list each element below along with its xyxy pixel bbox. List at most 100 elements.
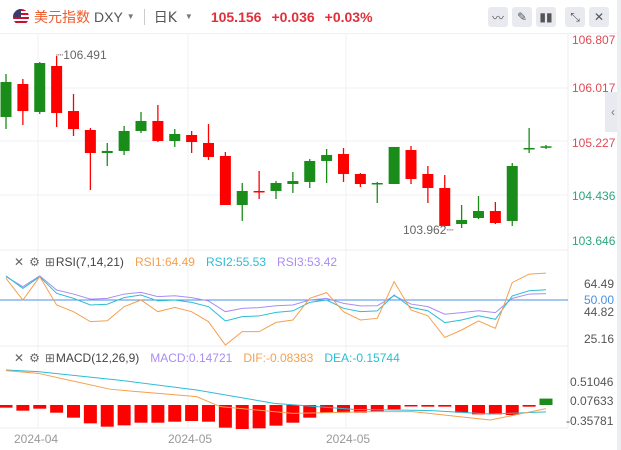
rsi2-value: RSI2:55.53 xyxy=(205,255,267,269)
rsi-title: RSI(7,14,21) xyxy=(55,255,124,269)
macd-histogram-bar xyxy=(269,405,283,426)
macd-histogram-bar xyxy=(404,405,418,407)
macd-histogram-bar xyxy=(472,405,485,415)
macd-histogram-bar xyxy=(134,405,148,423)
macd-histogram-bar xyxy=(0,405,13,408)
price-change: +0.036 xyxy=(271,8,315,25)
divider xyxy=(143,8,145,25)
macd-histogram-bar xyxy=(522,405,536,407)
settings-icon[interactable]: ⚙ xyxy=(29,351,40,365)
collapse-button[interactable]: ⤡ xyxy=(565,7,585,27)
candle-body xyxy=(422,173,434,188)
price-label-0: 106.807 xyxy=(572,33,616,47)
candle-body xyxy=(219,155,231,205)
macd-histogram-bar xyxy=(117,405,131,426)
dea-line xyxy=(5,369,547,415)
symbol-dropdown-icon[interactable]: ▼ xyxy=(126,12,135,21)
x-label-1: 2024-05 xyxy=(168,432,213,446)
last-price: 105.156 xyxy=(210,8,262,25)
macd-histogram-bar xyxy=(387,405,401,410)
candle-body xyxy=(236,190,248,205)
candle-body xyxy=(169,133,181,142)
candle-body xyxy=(338,154,349,174)
macd-histogram-bar xyxy=(320,405,334,413)
x-label-0: 2024-04 xyxy=(14,432,59,446)
macd-histogram-bar xyxy=(370,405,384,412)
rsi-label-0: 64.49 xyxy=(584,277,615,291)
candle-body xyxy=(186,134,198,143)
macd-histogram-bar xyxy=(455,405,469,413)
candle-body xyxy=(101,150,113,153)
candle-body xyxy=(203,142,214,157)
macd-label-2: -0.35781 xyxy=(566,414,614,428)
period-dropdown-icon[interactable]: ▼ xyxy=(184,12,193,21)
candle-body xyxy=(473,211,484,218)
macd-histogram-bar xyxy=(202,405,215,422)
macd-histogram-bar xyxy=(303,405,317,418)
candle-body xyxy=(439,187,451,226)
candle-body xyxy=(270,182,282,191)
macd-histogram-bar xyxy=(100,405,114,427)
indicator-icon: 〰 xyxy=(491,10,504,25)
macd-histogram-bar xyxy=(252,405,266,429)
candle-type-button[interactable]: ▮▮ xyxy=(536,7,556,27)
candle-body xyxy=(540,146,552,148)
close-icon: ✕ xyxy=(593,10,605,24)
collapse-icon: ⤡ xyxy=(570,9,580,24)
dif-value: DIF:-0.08383 xyxy=(243,351,314,365)
candle-body xyxy=(135,120,147,131)
macd-histogram-bar xyxy=(16,405,30,411)
candle-body xyxy=(84,129,96,153)
candle-body xyxy=(304,160,316,182)
rsi-label-1: 50.00 xyxy=(584,293,615,307)
us-flag-icon xyxy=(13,8,29,25)
price-label-2: 105.227 xyxy=(572,136,616,150)
close-indicator-icon[interactable]: ✕ xyxy=(14,351,25,365)
macd-histogram-bar xyxy=(185,405,199,421)
rsi3-value: RSI3:53.42 xyxy=(277,255,338,269)
draw-button[interactable]: ✎ xyxy=(512,7,532,27)
macd-histogram-bar xyxy=(83,405,97,424)
rsi-legend: ✕ ⚙ ⊞ RSI(7,14,21) RSI1:64.49 RSI2:55.53… xyxy=(14,255,337,269)
instrument-symbol[interactable]: DXY xyxy=(94,8,123,25)
candle-body xyxy=(489,211,501,223)
indicator-button[interactable]: 〰 xyxy=(488,7,508,27)
rsi2-line xyxy=(5,275,547,324)
macd-histogram-bar xyxy=(151,405,165,423)
macd-value: MACD:0.14721 xyxy=(150,351,233,365)
candle-body xyxy=(51,65,63,113)
expand-icon[interactable]: ⊞ xyxy=(44,351,55,365)
macd-histogram-bar xyxy=(50,405,64,413)
close-button[interactable]: ✕ xyxy=(589,7,609,27)
high-annotation: ┈106.491 xyxy=(56,48,107,62)
macd-histogram-bar xyxy=(218,405,232,428)
period-selector[interactable]: 日K xyxy=(153,9,177,26)
candle-body xyxy=(354,173,366,184)
close-indicator-icon[interactable]: ✕ xyxy=(14,255,25,269)
candle-body xyxy=(253,190,265,193)
candle-body xyxy=(388,146,400,184)
macd-histogram-bar xyxy=(488,405,502,415)
high-value: 106.491 xyxy=(63,48,107,62)
chevron-left-icon: ‹ xyxy=(611,105,615,119)
candle-body xyxy=(523,147,535,150)
expand-icon[interactable]: ⊞ xyxy=(44,255,55,269)
macd-histogram-bar xyxy=(421,405,435,407)
macd-histogram-bar xyxy=(438,405,452,407)
instrument-name[interactable]: 美元指数 xyxy=(34,9,90,26)
price-label-1: 106.017 xyxy=(572,81,616,95)
macd-histogram-bar xyxy=(235,405,249,430)
candle-body xyxy=(506,165,518,221)
candle-body xyxy=(17,84,29,112)
price-label-4: 103.646 xyxy=(572,234,616,248)
price-change-pct: +0.03% xyxy=(324,8,373,25)
macd-histogram-bar xyxy=(33,405,47,409)
macd-histogram-bar xyxy=(67,405,80,418)
candle-body xyxy=(405,150,417,179)
candle-body xyxy=(321,155,333,161)
macd-histogram-bar xyxy=(168,405,182,422)
candle-body xyxy=(118,130,130,151)
settings-icon[interactable]: ⚙ xyxy=(29,255,40,269)
rsi3-line xyxy=(5,275,547,315)
